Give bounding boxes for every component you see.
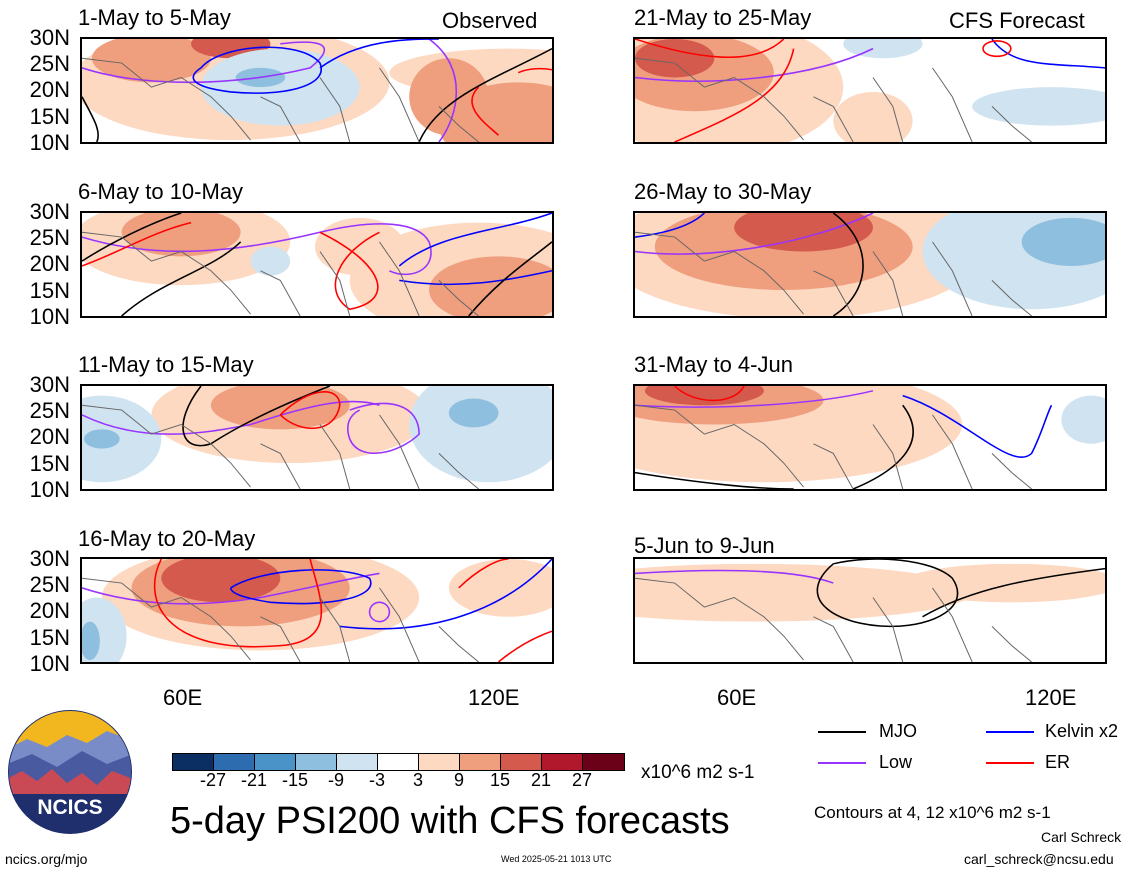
legend-label-er: ER bbox=[1045, 752, 1071, 772]
map-panel-obs-2 bbox=[80, 211, 554, 318]
colorbar-swatch bbox=[377, 753, 419, 771]
lat-label-30n: 30N bbox=[29, 546, 70, 571]
lat-label-25n: 25N bbox=[29, 572, 70, 597]
panel-title-fc-3: 31-May to 4-Jun bbox=[634, 352, 793, 377]
legend-label-kelvin: Kelvin x2 bbox=[1045, 721, 1119, 741]
lon-label-120e-left: 120E bbox=[468, 685, 520, 710]
colorbar-label: -9 bbox=[327, 770, 344, 790]
forecast-label: CFS Forecast bbox=[949, 8, 1085, 33]
panel-title-obs-4: 16-May to 20-May bbox=[78, 526, 256, 551]
colorbar-label: -27 bbox=[199, 770, 226, 790]
lat-label-20n: 20N bbox=[29, 424, 70, 449]
lat-label-10n: 10N bbox=[29, 130, 70, 155]
colorbar-swatch bbox=[254, 753, 296, 771]
lat-label-20n: 20N bbox=[29, 77, 70, 102]
colorbar-label: 27 bbox=[571, 770, 593, 790]
lat-label-15n: 15N bbox=[29, 625, 70, 650]
map-panel-obs-1 bbox=[80, 37, 554, 144]
legend-line-er bbox=[986, 762, 1034, 764]
panel-title-fc-1: 21-May to 25-May bbox=[634, 5, 812, 30]
lat-label-20n: 20N bbox=[29, 251, 70, 276]
colorbar-label: -3 bbox=[368, 770, 385, 790]
lat-label-15n: 15N bbox=[29, 278, 70, 303]
main-title: 5-day PSI200 with CFS forecasts bbox=[170, 800, 730, 842]
panel-title-obs-2: 6-May to 10-May bbox=[78, 179, 244, 204]
footer-timestamp: Wed 2025-05-21 1013 UTC bbox=[501, 854, 612, 864]
map-panel-obs-4 bbox=[80, 557, 554, 664]
footer-url: ncics.org/mjo bbox=[5, 851, 88, 867]
ncics-logo: NCICS bbox=[7, 709, 133, 835]
colorbar-swatch bbox=[541, 753, 583, 771]
lat-label-30n: 30N bbox=[29, 25, 70, 50]
colorbar-label: 15 bbox=[489, 770, 511, 790]
panel-title-obs-1: 1-May to 5-May bbox=[78, 5, 231, 30]
panel-title-fc-4: 5-Jun to 9-Jun bbox=[634, 533, 775, 558]
lat-label-30n: 30N bbox=[29, 372, 70, 397]
lat-label-20n: 20N bbox=[29, 598, 70, 623]
map-panel-fc-4 bbox=[633, 557, 1107, 664]
legend-line-low bbox=[818, 762, 866, 764]
logo-text: NCICS bbox=[37, 796, 102, 819]
colorbar-label: -15 bbox=[281, 770, 308, 790]
lat-label-10n: 10N bbox=[29, 477, 70, 502]
panel-title-obs-3: 11-May to 15-May bbox=[78, 352, 254, 377]
colorbar-swatch bbox=[418, 753, 460, 771]
lon-label-120e-right: 120E bbox=[1025, 685, 1077, 710]
map-panel-obs-3 bbox=[80, 384, 554, 491]
colorbar-label: -21 bbox=[240, 770, 267, 790]
colorbar-label: 3 bbox=[412, 770, 423, 790]
map-panel-fc-2 bbox=[633, 211, 1107, 318]
lat-label-10n: 10N bbox=[29, 304, 70, 329]
observed-label: Observed bbox=[442, 8, 538, 33]
legend-label-low: Low bbox=[879, 752, 913, 772]
lat-label-25n: 25N bbox=[29, 225, 70, 250]
colorbar-units: x10^6 m2 s-1 bbox=[641, 762, 755, 783]
lat-label-30n: 30N bbox=[29, 199, 70, 224]
legend-label-mjo: MJO bbox=[879, 721, 917, 741]
lat-label-25n: 25N bbox=[29, 398, 70, 423]
lat-label-10n: 10N bbox=[29, 651, 70, 676]
colorbar-swatch bbox=[172, 753, 214, 771]
legend-line-kelvin bbox=[986, 731, 1034, 733]
lon-label-60e-left: 60E bbox=[163, 685, 203, 710]
colorbar-swatch bbox=[459, 753, 501, 771]
lat-label-15n: 15N bbox=[29, 451, 70, 476]
colorbar-swatch bbox=[500, 753, 542, 771]
colorbar-swatch bbox=[582, 753, 625, 771]
footer-email: carl_schreck@ncsu.edu bbox=[964, 851, 1114, 867]
panel-title-fc-2: 26-May to 30-May bbox=[634, 179, 812, 204]
colorbar-label: 21 bbox=[530, 770, 552, 790]
lon-label-60e-right: 60E bbox=[717, 685, 757, 710]
colorbar-swatch bbox=[213, 753, 255, 771]
map-panel-fc-1 bbox=[633, 37, 1107, 144]
lat-label-25n: 25N bbox=[29, 51, 70, 76]
colorbar-label: 9 bbox=[453, 770, 464, 790]
footer-author: Carl Schreck bbox=[1041, 829, 1122, 845]
colorbar-swatch bbox=[295, 753, 337, 771]
contours-note: Contours at 4, 12 x10^6 m2 s-1 bbox=[814, 803, 1051, 822]
map-panel-fc-3 bbox=[633, 384, 1107, 491]
legend-line-mjo bbox=[818, 731, 866, 733]
lat-label-15n: 15N bbox=[29, 104, 70, 129]
colorbar-swatch bbox=[336, 753, 378, 771]
